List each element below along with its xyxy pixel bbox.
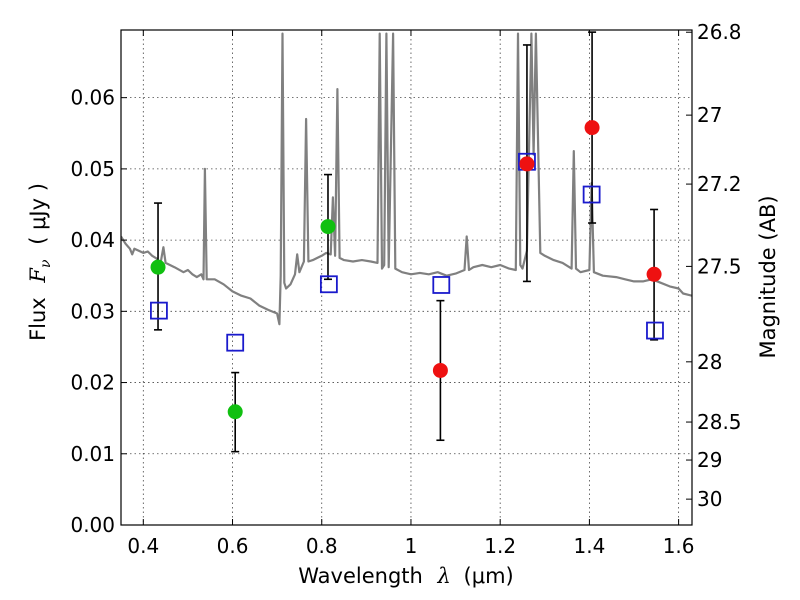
model-square-point	[226, 333, 245, 352]
x-tick-label: 1.6	[663, 534, 695, 558]
x-axis-ticks: 0.4 0.6 0.8 1 1.2 1.4 1.6	[127, 30, 695, 558]
right-tick-label: 30	[697, 487, 722, 511]
y-tick-label: 0.02	[70, 371, 115, 395]
right-tick-label: 27	[697, 103, 722, 127]
model-square-point	[582, 185, 601, 204]
x-tick-label: 1.4	[573, 534, 605, 558]
y-tick-label: 0.00	[70, 513, 115, 537]
plot-frame	[120, 29, 693, 526]
green-data-point	[320, 219, 336, 235]
right-axis-ticks: 26.8 27 27.2 27.5 28 28.5 29 30	[686, 20, 742, 511]
y-axis-label: Flux Fν ( μJy )	[26, 183, 55, 341]
right-axis-label: Magnitude (AB)	[756, 195, 780, 358]
y-axis-ticks: 0.00 0.01 0.02 0.03 0.04 0.05 0.06	[70, 86, 127, 537]
model-spectrum-line	[121, 32, 692, 326]
grid	[121, 30, 692, 525]
model-square-point	[150, 301, 168, 320]
red-data-point	[519, 156, 535, 172]
y-tick-label: 0.03	[70, 299, 115, 323]
x-tick-label: 0.8	[306, 534, 338, 558]
model-photometry-squares	[150, 152, 664, 352]
model-square-point	[319, 275, 338, 294]
right-tick-label: 28	[697, 350, 722, 374]
x-tick-label: 0.6	[217, 534, 249, 558]
y-tick-label: 0.04	[70, 228, 115, 252]
right-tick-label: 27.5	[697, 254, 742, 278]
y-tick-label: 0.01	[70, 442, 115, 466]
x-tick-label: 0.4	[127, 534, 159, 558]
right-tick-label: 27.2	[697, 172, 742, 196]
x-axis-label: Wavelength λ (μm)	[298, 564, 513, 588]
right-tick-label: 26.8	[697, 20, 742, 44]
x-tick-label: 1	[405, 534, 418, 558]
observed-photometry-points	[150, 120, 662, 420]
green-data-point	[150, 259, 166, 275]
error-bars	[154, 31, 659, 453]
model-square-point	[646, 321, 664, 340]
right-tick-label: 29	[697, 448, 722, 472]
y-tick-label: 0.05	[70, 157, 115, 181]
red-data-point	[432, 362, 448, 378]
x-tick-label: 1.2	[484, 534, 516, 558]
right-tick-label: 28.5	[697, 410, 742, 434]
model-square-point	[432, 276, 451, 294]
green-data-point	[227, 404, 243, 420]
red-data-point	[646, 266, 662, 282]
red-data-point	[584, 120, 600, 136]
y-tick-label: 0.06	[70, 86, 115, 110]
